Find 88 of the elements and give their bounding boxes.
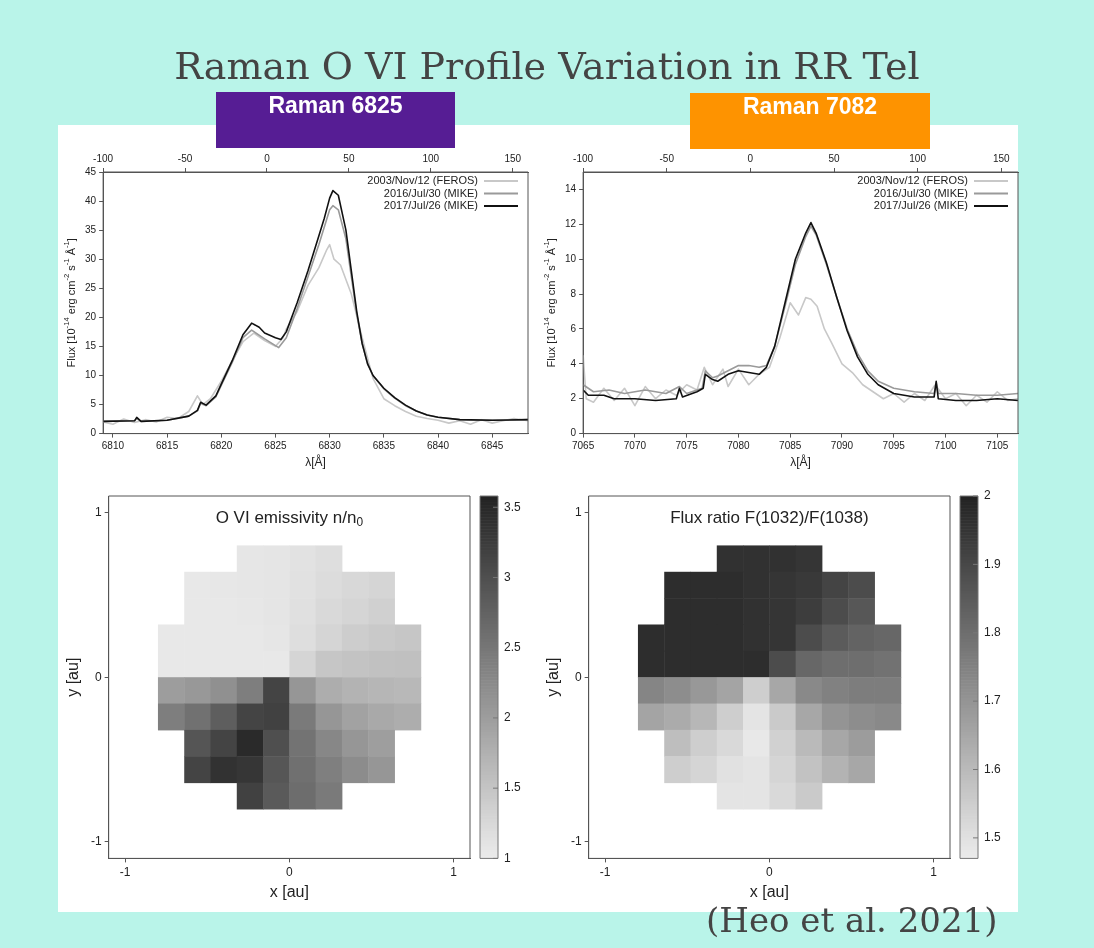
x-tick-label: 7065 [572, 440, 595, 452]
x2-tick-label: 0 [747, 152, 754, 164]
y-tick-label: 0 [574, 669, 582, 684]
x2-tick-label: 100 [422, 152, 440, 164]
legend-label: 2017/Jul/26 (MIKE) [383, 199, 478, 212]
legend-label: 2003/Nov/12 (FEROS) [367, 174, 478, 187]
y-tick-label: 40 [85, 194, 97, 206]
y-tick-label: 15 [85, 340, 97, 352]
y-tick-label: 45 [85, 165, 97, 177]
color-bar-label: 1.8 [984, 625, 1002, 640]
x-tick-label: 7080 [727, 440, 750, 452]
y-tick-label: 4 [570, 357, 577, 369]
x-tick-label: 1 [930, 864, 938, 879]
y-tick-label: 10 [565, 252, 577, 264]
color-bar-label: 2 [504, 710, 511, 725]
y-axis-title: y [au] [544, 657, 562, 697]
x-axis-title: x [au] [749, 882, 789, 900]
y-tick-label: 20 [85, 311, 97, 323]
color-bar-label: 1.5 [504, 780, 522, 795]
y-tick-label: 1 [574, 504, 582, 519]
y-tick-label: 6 [570, 322, 577, 334]
x-tick-label: 7095 [882, 440, 906, 452]
y-tick-label: 0 [94, 669, 102, 684]
chart-subtitle: Raman 6825 [216, 92, 455, 148]
y-tick-label: 30 [85, 252, 97, 264]
chart-subtitle: Raman 7082 [690, 93, 930, 149]
x-tick-label: 7075 [675, 440, 699, 452]
x-tick-label: 6810 [101, 440, 125, 452]
color-bar-label: 2.5 [504, 640, 522, 655]
color-bar-label: 3 [504, 569, 511, 584]
x-tick-label: 7090 [830, 440, 854, 452]
x-tick-label: -1 [599, 864, 611, 879]
x2-tick-label: -100 [93, 152, 114, 164]
color-bar-label: 1 [504, 850, 511, 865]
x2-tick-label: -50 [177, 152, 193, 164]
x-tick-label: 6815 [155, 440, 179, 452]
x-tick-label: 6845 [481, 440, 504, 452]
x-tick-label: 7100 [934, 440, 958, 452]
color-bar-label: 3.5 [504, 499, 522, 514]
legend-label: 2016/Jul/30 (MIKE) [383, 186, 478, 199]
x-tick-label: 6825 [264, 440, 288, 452]
x2-tick-label: 50 [343, 152, 355, 164]
x-axis-title: x [au] [269, 882, 309, 900]
x2-tick-label: -50 [659, 152, 675, 164]
legend-label: 2003/Nov/12 (FEROS) [857, 174, 968, 187]
x-tick-label: 1 [450, 864, 458, 879]
x2-tick-label: 150 [992, 152, 1011, 164]
x2-tick-label: -100 [573, 152, 594, 164]
chart-title: Raman O VI Profile Variation in RR Tel [173, 44, 921, 88]
x-tick-label: 6835 [372, 440, 396, 452]
y-tick-label: 35 [85, 223, 97, 235]
x-tick-label: 0 [285, 864, 293, 879]
x-tick-label: 6840 [426, 440, 450, 452]
y-tick-label: 0 [90, 427, 97, 439]
y-tick-label: 14 [565, 183, 577, 195]
y-tick-label: 1 [94, 504, 102, 519]
legend-label: 2016/Jul/30 (MIKE) [873, 186, 968, 199]
x-tick-label: 7085 [779, 440, 802, 452]
y-tick-label: 25 [85, 282, 97, 294]
y-tick-label: -1 [571, 834, 582, 849]
color-bar-label: 1.6 [984, 761, 1002, 776]
color-bar-label: 1.5 [984, 830, 1002, 845]
text: (Heo et al. 2021) [706, 900, 998, 940]
x-tick-label: 7070 [623, 440, 647, 452]
x2-tick-label: 150 [504, 152, 522, 164]
x-tick-label: 6820 [210, 440, 233, 452]
x-tick-label: 6830 [318, 440, 342, 452]
y-tick-label: 0 [570, 427, 577, 439]
x-tick-label: -1 [119, 864, 131, 879]
y-tick-label: 12 [565, 218, 577, 230]
y-tick-label: 10 [85, 369, 97, 381]
y-tick-label: 2 [570, 392, 577, 404]
x2-tick-label: 100 [909, 152, 927, 164]
x-tick-label: 0 [765, 864, 773, 879]
color-bar-label: 2 [984, 488, 991, 503]
y-axis-title: y [au] [64, 657, 82, 697]
text: Flux ratio F(1032)/F(1038) [670, 507, 869, 527]
y-tick-label: -1 [91, 834, 102, 849]
x2-tick-label: 50 [828, 152, 841, 164]
y-tick-label: 8 [570, 287, 577, 299]
x-axis-title: λ[Å] [790, 454, 811, 470]
legend-label: 2017/Jul/26 (MIKE) [873, 199, 968, 212]
x-tick-label: 7105 [986, 440, 1009, 452]
y-tick-label: 5 [90, 398, 97, 410]
color-bar-label: 1.9 [984, 556, 1002, 571]
x-axis-title: λ[Å] [305, 454, 326, 470]
color-bar-label: 1.7 [984, 693, 1002, 708]
x2-tick-label: 0 [264, 152, 271, 164]
